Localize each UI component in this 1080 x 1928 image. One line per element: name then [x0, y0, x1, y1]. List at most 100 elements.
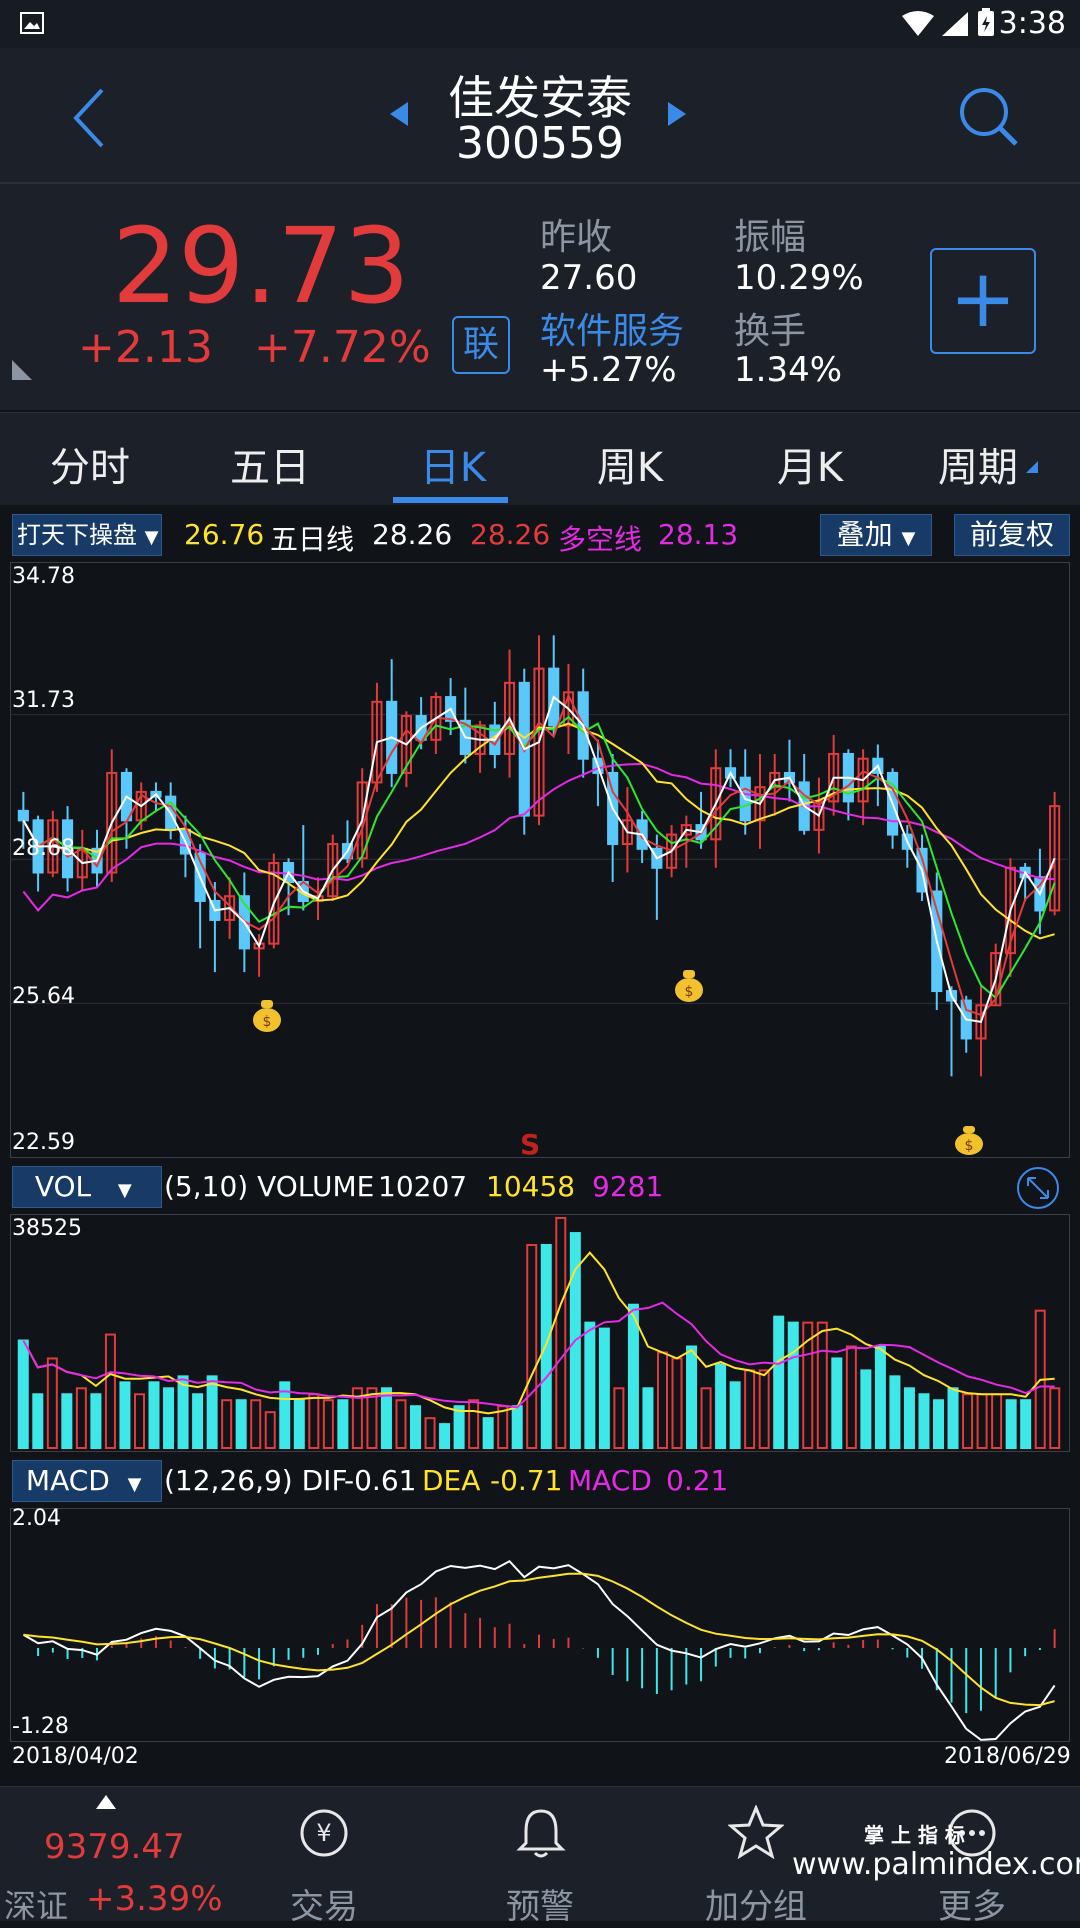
- search-icon[interactable]: [956, 84, 1022, 150]
- volume-bar: [671, 1357, 683, 1449]
- tab-period[interactable]: 周期: [938, 445, 1018, 491]
- volume-bar: [889, 1375, 901, 1450]
- volume-bar: [351, 1387, 363, 1449]
- up-arrow-icon: [96, 1795, 116, 1809]
- trade-icon: ¥: [300, 1809, 348, 1857]
- volume-chart[interactable]: [10, 1214, 1070, 1452]
- nav-add-group-label: 加分组: [705, 1887, 807, 1927]
- svg-text:$: $: [685, 984, 694, 1000]
- overlay-button[interactable]: 叠加 ▼: [820, 514, 932, 556]
- more-icon: [948, 1809, 996, 1857]
- kline-axis-label: 34.78: [12, 564, 75, 589]
- link-badge[interactable]: 联: [452, 316, 510, 374]
- volume-bar: [903, 1387, 915, 1449]
- volume-bar: [511, 1405, 523, 1449]
- candle-body: [106, 771, 118, 874]
- volume-bar: [177, 1375, 189, 1450]
- back-icon[interactable]: [70, 86, 110, 150]
- volume-bar: [119, 1381, 131, 1449]
- volume-bar: [192, 1393, 204, 1450]
- vol-ma10-value: 9281: [592, 1170, 664, 1203]
- amplitude-label: 振幅: [734, 217, 807, 258]
- candle-body: [268, 862, 280, 945]
- clock: 3:38: [998, 6, 1066, 41]
- kline-axis-label: 22.59: [12, 1130, 75, 1155]
- prev-stock-icon[interactable]: [388, 100, 410, 128]
- vol-axis-max: 38525: [12, 1216, 82, 1241]
- index-ticker[interactable]: 9379.47 深证 +3.39%: [0, 1787, 223, 1925]
- volume-bar: [816, 1321, 828, 1449]
- nav-trade[interactable]: ¥ 交易: [244, 1787, 404, 1927]
- overlay-label: 叠加: [836, 518, 893, 551]
- volume-bar: [773, 1315, 785, 1449]
- candle-body: [666, 833, 678, 869]
- current-price: 29.73: [112, 205, 410, 327]
- macd-indicator-label: MACD: [25, 1464, 110, 1497]
- volume-bar: [293, 1399, 305, 1449]
- candle-body: [710, 767, 722, 841]
- candle-body: [17, 809, 29, 822]
- ma-red-value: 28.26: [470, 518, 551, 551]
- candle-body: [754, 786, 766, 822]
- nav-alert[interactable]: 预警: [460, 1787, 620, 1927]
- adjust-button[interactable]: 前复权: [954, 514, 1070, 556]
- chevron-down-icon: ▼: [901, 528, 916, 549]
- add-watchlist-button[interactable]: +: [930, 248, 1036, 354]
- vol-params: (5,10) VOLUME: [164, 1170, 375, 1203]
- index-change: +3.39%: [86, 1879, 223, 1919]
- macd-indicator-select[interactable]: MACD ▼: [12, 1460, 162, 1502]
- tab-monthly-k[interactable]: 月K: [776, 445, 844, 491]
- wifi-icon: [902, 11, 934, 36]
- volume-bar: [264, 1411, 276, 1450]
- volume-bar: [133, 1393, 145, 1450]
- money-bag-icon: $: [675, 970, 703, 1002]
- volume-bar: [424, 1417, 436, 1449]
- nav-trade-label: 交易: [290, 1887, 358, 1927]
- volume-bar: [206, 1375, 218, 1450]
- ma10-line: [22, 722, 1055, 940]
- stock-code: 300559: [456, 118, 624, 169]
- volume-bar: [598, 1327, 610, 1449]
- vol-indicator-label: VOL: [34, 1170, 92, 1203]
- volume-bar: [686, 1345, 698, 1449]
- volume-bar: [976, 1393, 988, 1450]
- volume-bar: [46, 1357, 58, 1449]
- turnover-value: 1.34%: [734, 350, 843, 390]
- volume-bar: [584, 1321, 596, 1449]
- candle-body: [503, 681, 516, 755]
- volume-bar: [831, 1357, 843, 1449]
- money-bag-icon: $: [253, 1000, 281, 1032]
- tab-five-day[interactable]: 五日: [230, 445, 310, 491]
- next-stock-icon[interactable]: [666, 100, 688, 128]
- candle-body: [1049, 805, 1061, 912]
- volume-bar: [395, 1399, 407, 1449]
- volume-bar: [962, 1393, 974, 1450]
- candle-body: [400, 715, 412, 774]
- tab-intraday[interactable]: 分时: [50, 445, 130, 491]
- volume-bar: [555, 1217, 567, 1449]
- macd-chart[interactable]: [10, 1508, 1070, 1742]
- kline-chart[interactable]: [10, 562, 1070, 1158]
- tab-daily-k[interactable]: 日K: [419, 445, 487, 491]
- tab-weekly-k[interactable]: 周K: [596, 445, 664, 491]
- volume-bar: [322, 1399, 334, 1449]
- volume-bar: [918, 1393, 930, 1450]
- sell-marker: S: [520, 1128, 541, 1161]
- vol-indicator-select[interactable]: VOL ▼: [12, 1166, 162, 1208]
- volume-bar: [613, 1387, 625, 1449]
- stock-header: 佳发安泰 300559: [0, 48, 1080, 184]
- volume-bar: [700, 1387, 712, 1449]
- kline-indicator-select[interactable]: 打天下操盘 ▼: [12, 514, 162, 556]
- stock-name: 佳发安泰: [448, 71, 632, 125]
- watermark-brand: 掌 上 指 标: [864, 1823, 965, 1847]
- quote-panel: 29.73 +2.13 +7.72% 联 昨收 27.60 软件服务 +5.27…: [0, 184, 1080, 410]
- prev-close-value: 27.60: [540, 258, 638, 298]
- ma5-value: 26.76: [184, 518, 265, 551]
- sector-label[interactable]: 软件服务: [540, 311, 685, 352]
- date-start: 2018/04/02: [12, 1744, 139, 1769]
- prev-close-label: 昨收: [540, 217, 613, 258]
- fullscreen-icon[interactable]: [1016, 1166, 1060, 1210]
- expand-corner-icon[interactable]: [10, 358, 34, 382]
- kline-chart-frame: [10, 562, 1070, 1158]
- watermark-url: www.palmindex.com: [792, 1847, 1080, 1882]
